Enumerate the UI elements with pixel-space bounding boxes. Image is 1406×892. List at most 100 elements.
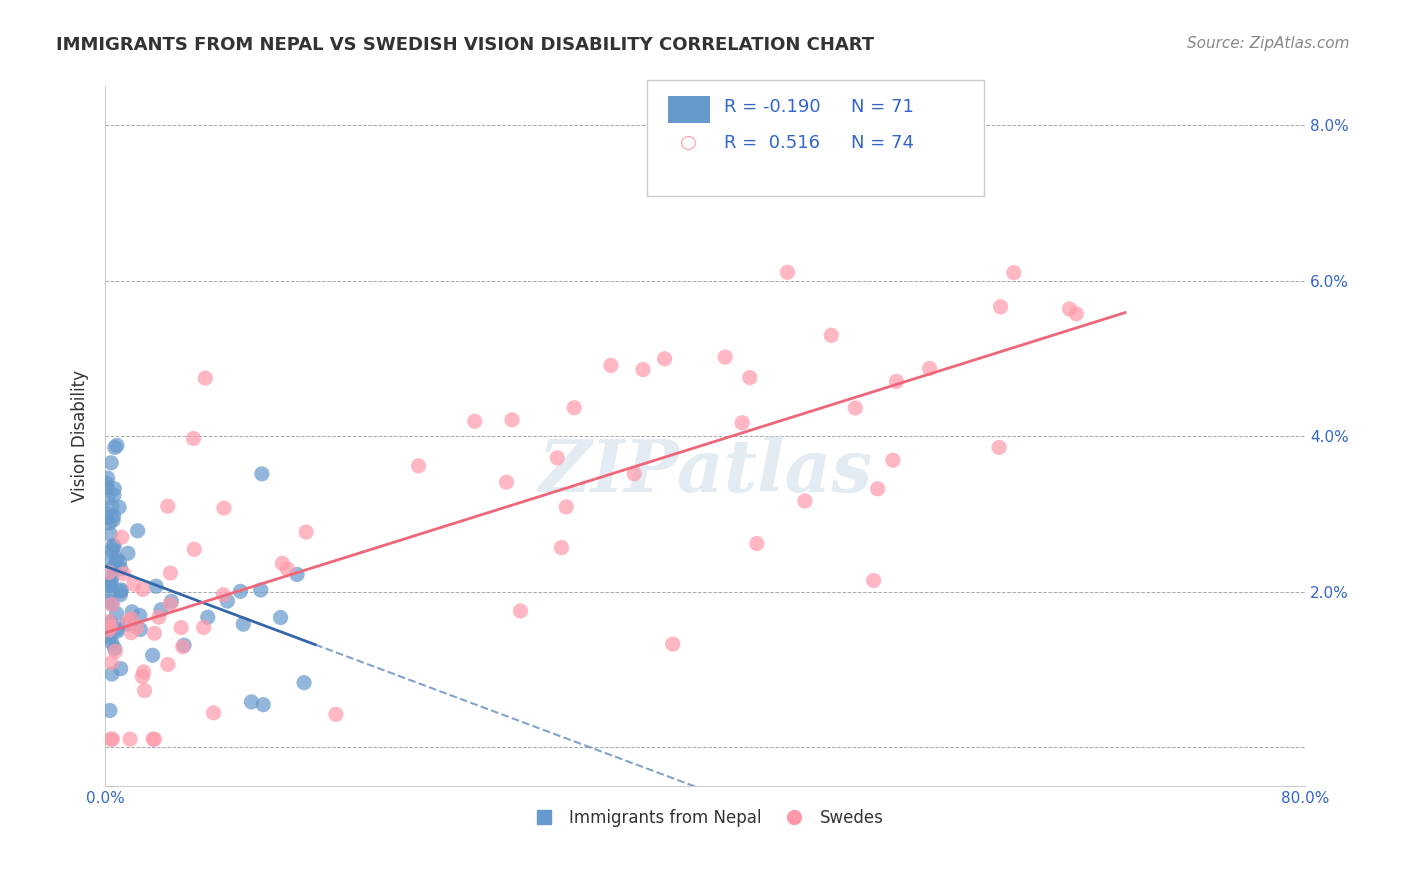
Point (623, 467, 645, 481)
Point (562, 401, 585, 415)
Point (110, 562, 132, 576)
Point (103, 482, 125, 496)
Point (101, 585, 124, 599)
Point (98, 516, 121, 530)
Point (101, 500, 124, 514)
Point (550, 541, 572, 555)
Point (1002, 266, 1025, 280)
Point (295, 524, 318, 539)
Point (170, 621, 193, 635)
Text: R = -0.190: R = -0.190 (724, 98, 821, 116)
Point (714, 350, 737, 364)
Point (292, 675, 315, 690)
Point (103, 488, 125, 502)
Point (110, 584, 132, 599)
Point (96, 618, 118, 632)
Point (100, 574, 122, 589)
Point (131, 670, 153, 684)
Point (100, 656, 122, 670)
Text: N = 74: N = 74 (851, 134, 914, 152)
Point (110, 662, 132, 676)
Point (160, 594, 183, 608)
Point (104, 441, 127, 455)
Point (143, 732, 166, 747)
Point (100, 570, 122, 584)
Point (101, 667, 124, 681)
Point (866, 482, 889, 496)
Point (103, 540, 125, 554)
Point (101, 732, 124, 747)
Point (662, 637, 685, 651)
Text: Source: ZipAtlas.com: Source: ZipAtlas.com (1187, 36, 1350, 51)
Point (101, 636, 124, 650)
Point (101, 597, 124, 611)
Legend: Immigrants from Nepal, Swedes: Immigrants from Nepal, Swedes (520, 802, 890, 833)
Text: R =  0.516: R = 0.516 (724, 134, 820, 152)
Point (108, 500, 131, 515)
Point (121, 605, 143, 619)
Point (134, 683, 156, 698)
Text: IMMIGRANTS FROM NEPAL VS SWEDISH VISION DISABILITY CORRELATION CHART: IMMIGRANTS FROM NEPAL VS SWEDISH VISION … (56, 36, 875, 54)
Point (555, 500, 578, 514)
Point (229, 584, 252, 599)
Point (794, 494, 817, 508)
Point (232, 617, 254, 632)
Point (212, 501, 235, 516)
Point (108, 555, 131, 569)
Point (271, 557, 294, 571)
Point (1064, 307, 1087, 321)
Point (115, 616, 138, 631)
Point (143, 626, 166, 640)
Point (276, 562, 298, 576)
Point (110, 588, 132, 602)
Point (98, 615, 121, 629)
Point (501, 413, 523, 427)
Point (117, 614, 139, 628)
Point (97, 471, 120, 485)
Point (100, 615, 122, 630)
Point (98, 631, 121, 645)
Point (988, 441, 1011, 455)
Point (120, 612, 142, 626)
Point (844, 401, 866, 415)
Point (990, 300, 1012, 314)
Point (105, 607, 128, 621)
Point (270, 610, 292, 624)
Point (240, 695, 263, 709)
Point (217, 594, 239, 608)
Point (820, 328, 842, 343)
Point (98, 578, 121, 592)
Point (104, 641, 127, 656)
Point (197, 610, 219, 624)
Point (654, 351, 676, 366)
Text: ZIPatlas: ZIPatlas (538, 435, 872, 507)
Point (509, 604, 531, 618)
Point (249, 582, 271, 597)
Point (129, 623, 152, 637)
Point (117, 546, 139, 560)
Point (156, 657, 179, 672)
Point (100, 619, 122, 633)
Point (96, 476, 118, 491)
Point (546, 450, 568, 465)
Point (105, 624, 128, 639)
Point (111, 530, 134, 544)
Point (101, 539, 124, 553)
Point (98, 623, 121, 637)
Point (408, 458, 430, 473)
Point (132, 665, 155, 679)
Point (882, 453, 904, 467)
Text: N = 71: N = 71 (851, 98, 914, 116)
Point (101, 543, 124, 558)
Point (156, 500, 179, 514)
Point (110, 582, 132, 597)
Point (100, 732, 122, 747)
Point (97, 566, 120, 580)
Point (150, 603, 173, 617)
Point (1059, 301, 1081, 316)
Point (98, 527, 121, 541)
Point (212, 588, 235, 602)
Point (104, 644, 127, 658)
Point (112, 566, 135, 581)
Point (127, 524, 149, 538)
